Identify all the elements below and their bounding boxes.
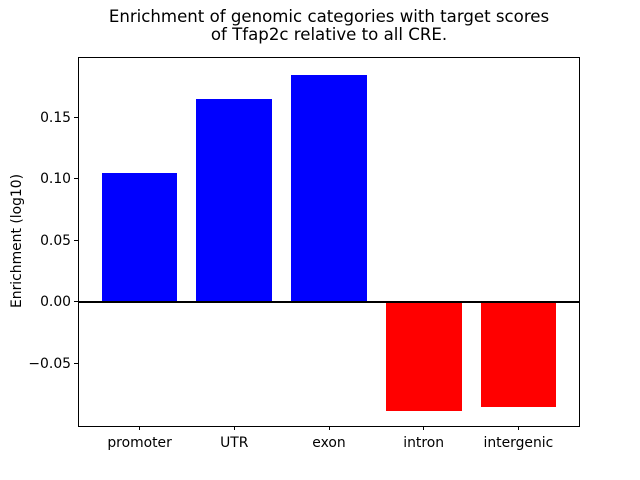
bar-intron (385, 302, 462, 411)
bar-exon (291, 74, 367, 303)
chart-title-line1: Enrichment of genomic categories with ta… (108, 7, 550, 26)
x-tick-label-intron: intron (403, 435, 445, 451)
x-tick (233, 426, 235, 430)
bar-UTR (196, 99, 273, 303)
zero-line (79, 301, 579, 303)
x-tick (139, 426, 141, 430)
y-tick (74, 117, 78, 118)
y-tick (74, 178, 78, 179)
bar-intergenic (480, 302, 557, 407)
x-tick-label-intergenic: intergenic (483, 435, 554, 451)
y-tick-label: −0.05 (28, 355, 71, 372)
y-tick (74, 363, 78, 364)
y-tick (74, 240, 78, 241)
y-tick-label: 0.00 (40, 294, 71, 311)
y-tick (74, 301, 78, 302)
y-tick-label: 0.15 (40, 109, 71, 126)
x-tick-label-promoter: promoter (107, 435, 172, 451)
chart-title: Enrichment of genomic categories with ta… (78, 8, 580, 43)
y-tick-label: 0.10 (40, 171, 71, 188)
y-tick-label: 0.05 (40, 232, 71, 249)
x-tick (517, 426, 519, 430)
bar-promoter (101, 173, 178, 303)
x-tick (328, 426, 330, 430)
x-tick-label-exon: exon (312, 435, 346, 451)
chart-title-line2: of Tfap2c relative to all CRE. (210, 24, 448, 44)
plot-area: −0.05 0.00 0.05 0.10 0.15 promoter UTR exon intr… (28, 57, 580, 451)
x-tick (423, 426, 425, 430)
x-tick-label-UTR: UTR (220, 435, 249, 451)
